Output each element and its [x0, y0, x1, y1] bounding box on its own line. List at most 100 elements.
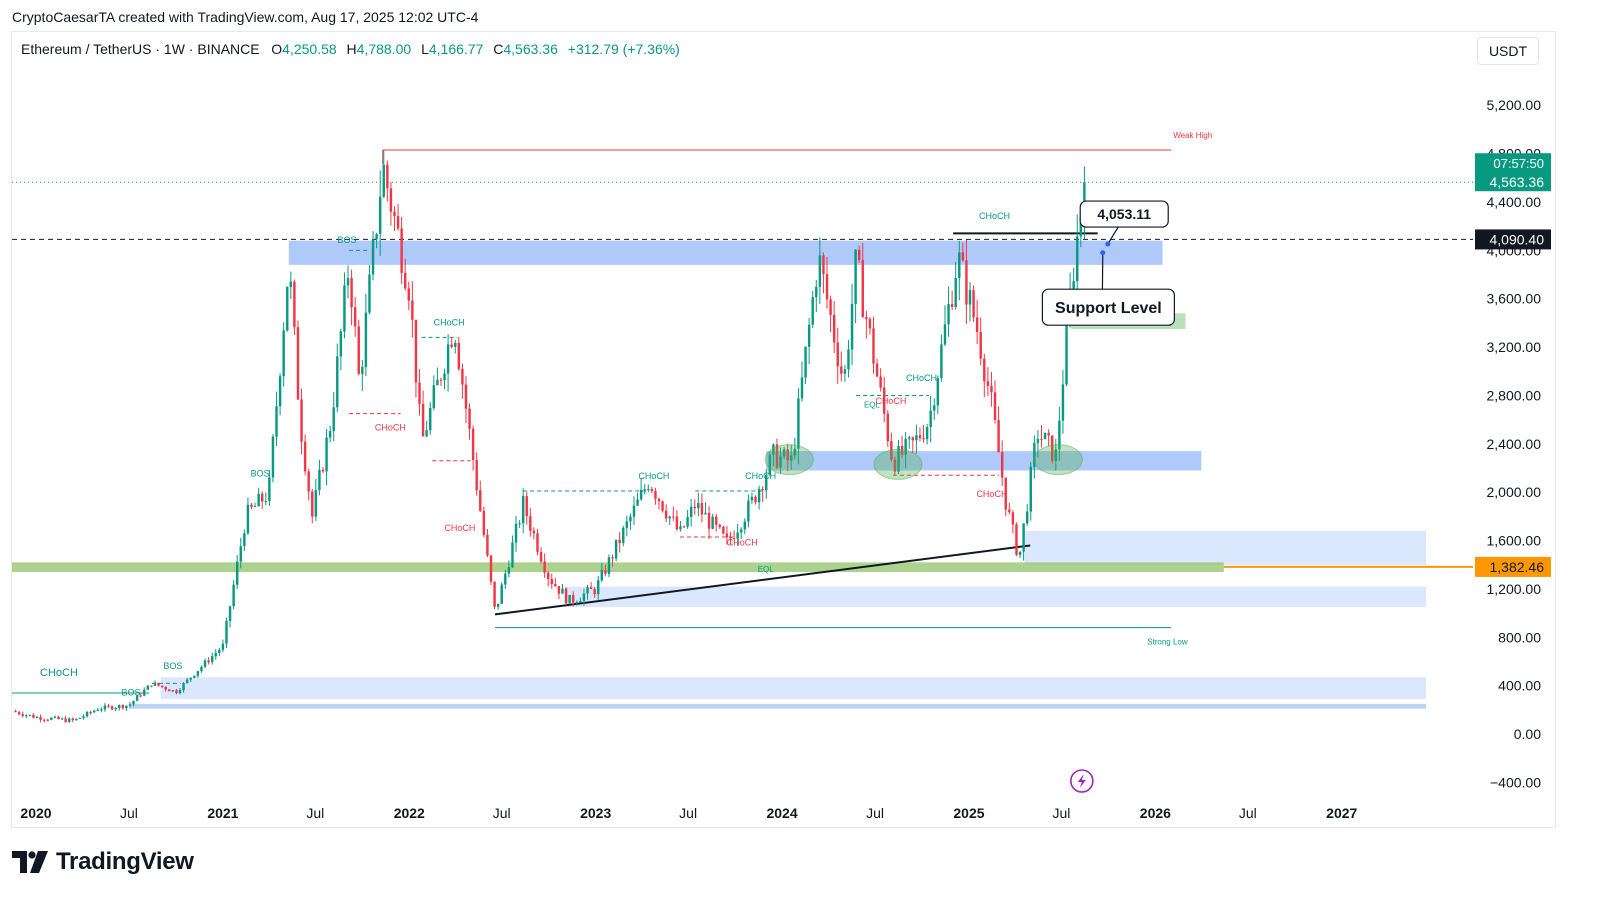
candle-body	[697, 503, 700, 509]
candle-body	[618, 539, 621, 543]
candle-body	[303, 441, 307, 472]
candle-body	[71, 718, 74, 721]
candle-body	[232, 584, 235, 607]
candle-body	[554, 584, 557, 587]
candle-body	[1008, 509, 1011, 513]
price-tick-label: 0.00	[1514, 726, 1541, 742]
candle-body	[922, 438, 925, 440]
candle-body	[747, 500, 750, 522]
candle-body	[403, 272, 407, 289]
candle-body	[386, 164, 389, 189]
candle-body	[311, 491, 314, 517]
structure-label: CHoCH	[40, 667, 78, 679]
candle-body	[168, 689, 171, 692]
time-tick-label: 2027	[1326, 805, 1357, 821]
light-zone-baseline	[128, 703, 1427, 709]
open-label: O	[271, 41, 283, 57]
candle-body	[171, 690, 175, 692]
candle-body	[246, 504, 250, 534]
candle-body	[210, 656, 214, 663]
candle-body	[950, 304, 954, 307]
currency-button[interactable]: USDT	[1477, 37, 1539, 65]
candle-body	[632, 505, 636, 517]
low-value: 4,166.77	[428, 41, 484, 57]
candle-body	[1040, 439, 1043, 441]
candle-body	[804, 346, 807, 378]
highlight-ellipse	[764, 444, 814, 476]
candle-body	[46, 719, 49, 721]
candle-body	[53, 716, 57, 718]
candle-body	[378, 196, 382, 235]
candle-body	[150, 685, 153, 687]
price-tick-label: 1,200.00	[1487, 581, 1542, 597]
price-tick-label: 3,600.00	[1487, 291, 1542, 307]
candle-body	[582, 593, 586, 601]
structure-label: BOS	[337, 235, 356, 245]
tradingview-logo-icon	[12, 851, 48, 873]
candle-body	[643, 489, 646, 491]
candle-body	[235, 561, 239, 585]
time-tick-label: 2026	[1140, 805, 1171, 821]
price-tick-label: 800.00	[1498, 629, 1541, 645]
symbol-info: Ethereum / TetherUS · 1W · BINANCE O4,25…	[21, 41, 686, 57]
tradingview-logo[interactable]: TradingView	[12, 848, 194, 876]
candle-body	[557, 586, 561, 594]
candle-body	[672, 516, 675, 518]
candle-body	[943, 324, 947, 345]
candle-body	[286, 286, 289, 331]
candle-body	[693, 506, 696, 509]
close-value: 4,563.36	[503, 41, 558, 57]
candle-body	[21, 714, 24, 716]
candle-body	[421, 403, 425, 437]
candle-body	[686, 516, 689, 527]
candle-body	[647, 489, 650, 491]
candle-body	[1076, 236, 1079, 282]
structure-label: BOS	[251, 469, 270, 479]
candle-body	[636, 499, 639, 506]
candle-body	[897, 445, 900, 472]
candle-body	[182, 683, 185, 691]
candle-body	[965, 260, 968, 305]
candle-body	[139, 695, 142, 697]
candle-body	[779, 456, 782, 468]
candle-body	[350, 278, 353, 308]
candle-body	[536, 533, 539, 552]
candle-body	[1058, 420, 1061, 450]
candle-body	[879, 376, 882, 388]
structure-label: CHoCH	[745, 471, 776, 481]
candle-body	[775, 444, 779, 468]
candle-body	[529, 516, 532, 531]
chart-attribution: CryptoCaesarTA created with TradingView.…	[12, 9, 479, 25]
candle-body	[461, 368, 464, 385]
candle-body	[572, 595, 575, 603]
symbol-name: Ethereum / TetherUS · 1W · BINANCE	[21, 41, 260, 57]
candle-body	[443, 373, 446, 381]
candle-body	[318, 469, 321, 491]
support-callout-box	[1041, 288, 1175, 326]
structure-label: CHoCH	[979, 211, 1010, 221]
candle-body	[807, 324, 811, 347]
candle-body	[772, 444, 775, 455]
candle-body	[132, 700, 135, 705]
candle-body	[400, 228, 403, 273]
candle-body	[264, 501, 268, 503]
candle-body	[561, 588, 564, 594]
candle-body	[185, 679, 189, 684]
candle-body	[328, 430, 332, 438]
structure-label: CHoCH	[375, 423, 406, 433]
candle-body	[93, 710, 96, 713]
candle-body	[1047, 432, 1050, 436]
candle-body	[418, 382, 421, 404]
price-tick-label: −400.00	[1490, 774, 1541, 790]
candle-body	[67, 718, 71, 723]
candle-body	[464, 384, 468, 409]
change-value: +312.79 (+7.36%)	[567, 41, 680, 57]
candle-body	[468, 408, 471, 429]
candle-body	[865, 317, 868, 319]
candle-body	[761, 488, 764, 491]
candle-body	[489, 555, 493, 582]
structure-label: CHoCH	[434, 317, 465, 327]
candle-body	[118, 705, 121, 709]
structure-label: CHoCH	[976, 489, 1007, 499]
